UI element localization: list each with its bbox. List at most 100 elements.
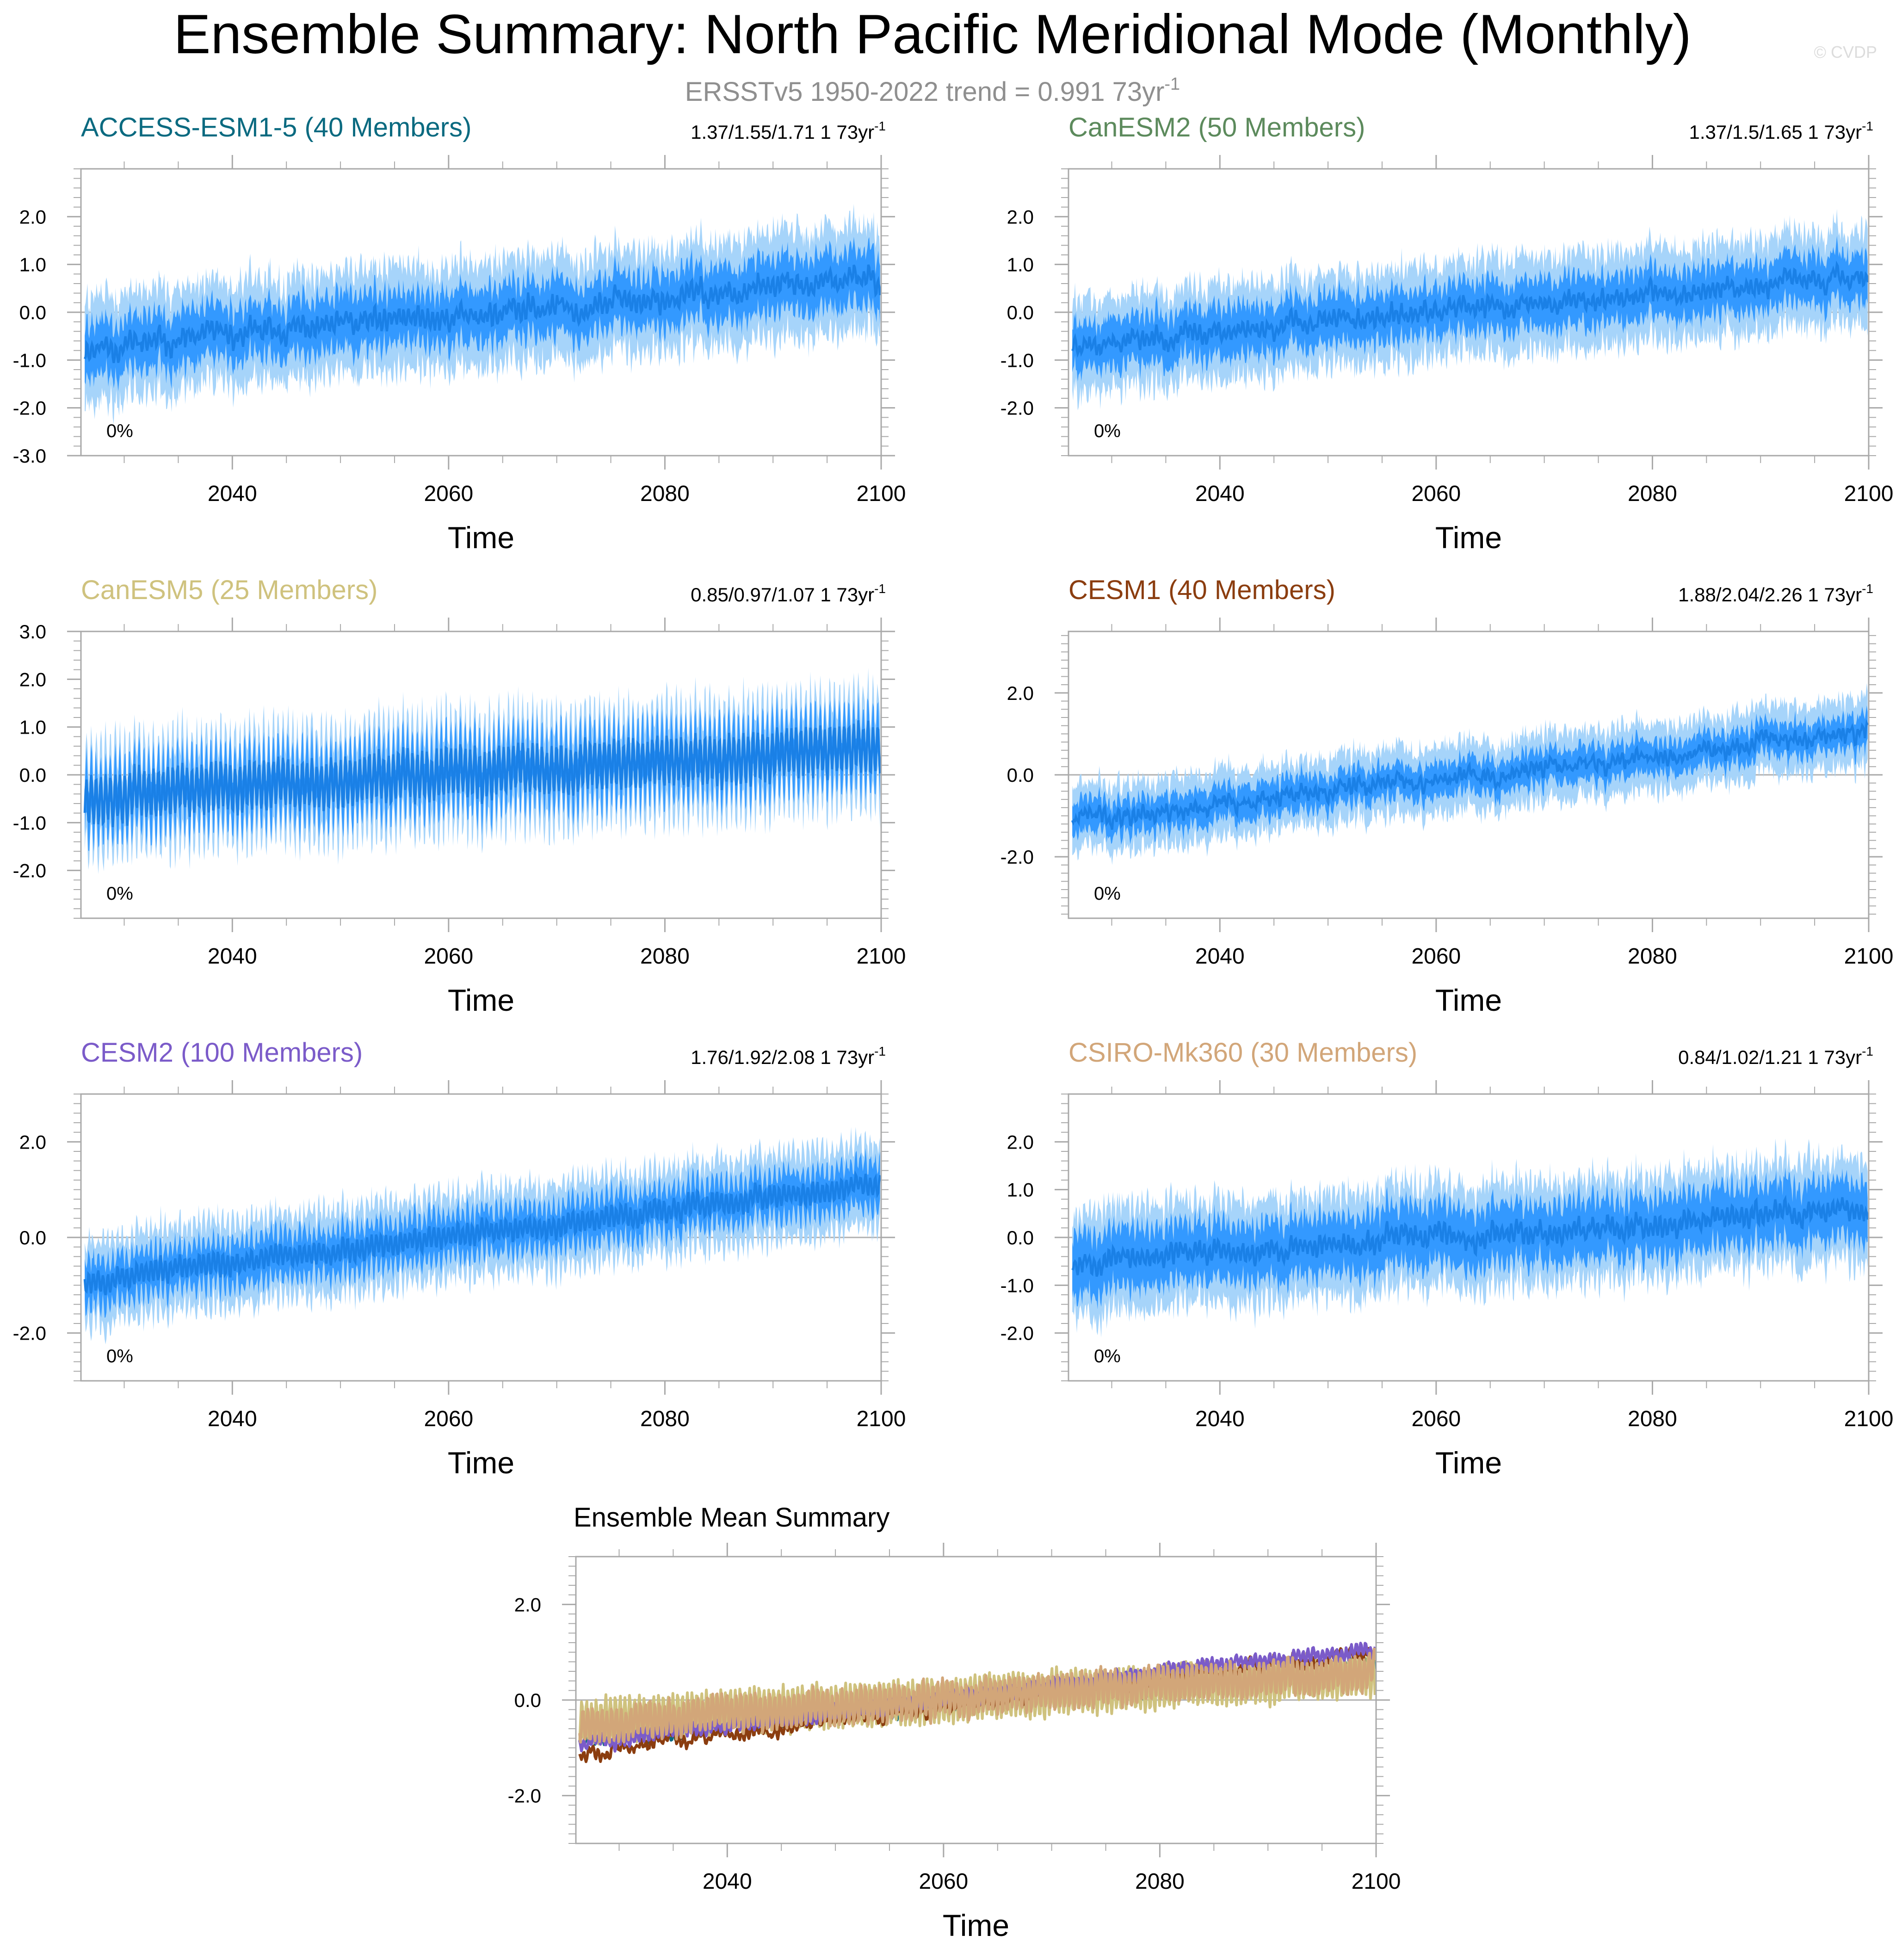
chart-title: CanESM2 (50 Members): [1068, 112, 1365, 142]
x-axis-label: Time: [1435, 1446, 1502, 1480]
figure-title: Ensemble Summary: North Pacific Meridion…: [173, 3, 1691, 65]
y-tick-label: 2.0: [19, 206, 46, 228]
y-tick-label: -2.0: [1000, 397, 1034, 419]
y-tick-label: 2.0: [1007, 1131, 1034, 1153]
y-tick-label: 1.0: [19, 717, 46, 738]
ensemble-median-line: [83, 1170, 881, 1296]
x-axis-label: Time: [1435, 983, 1502, 1017]
y-tick-label: -2.0: [1000, 846, 1034, 868]
x-axis-label: Time: [448, 1446, 514, 1480]
ensemble-median-line: [1071, 1194, 1869, 1277]
trend-stats-sup: -1: [874, 581, 886, 596]
y-tick-label: -2.0: [508, 1785, 541, 1807]
y-tick-label: 1.0: [1007, 1179, 1034, 1201]
y-tick-label: 0.0: [19, 764, 46, 786]
ensemble-median-line: [1071, 260, 1869, 358]
chart-title: CanESM5 (25 Members): [81, 575, 377, 605]
ensemble-iqr-band: [1072, 705, 1868, 845]
y-tick-label: 0.0: [1007, 1227, 1034, 1249]
y-tick-label: -3.0: [13, 445, 46, 467]
chart-panel-3: CanESM5 (25 Members) 0.85/0.97/1.07 1 73y…: [13, 575, 906, 1017]
x-tick-label: 2040: [208, 1407, 257, 1431]
percent-label: 0%: [1094, 421, 1121, 441]
figure-subtitle-sup: -1: [1164, 74, 1180, 94]
x-tick-label: 2040: [1195, 944, 1245, 969]
x-tick-label: 2100: [857, 944, 906, 969]
plot-data: [1071, 683, 1869, 865]
percent-label: 0%: [106, 421, 133, 441]
ensemble-median-line: [1071, 719, 1869, 830]
trend-stats: 0.85/0.97/1.07 1 73yr-1: [691, 581, 886, 606]
plot-data: [83, 204, 881, 424]
y-tick-label: 0.0: [514, 1689, 541, 1711]
x-tick-label: 2060: [1411, 482, 1461, 506]
x-tick-label: 2040: [208, 944, 257, 969]
trend-stats-sup: -1: [1862, 1044, 1873, 1058]
y-tick-label: -1.0: [13, 349, 46, 371]
plot-data: [83, 668, 881, 874]
trend-stats-text: 1.37/1.5/1.65 1 73yr: [1689, 121, 1862, 143]
x-tick-label: 2080: [640, 482, 690, 506]
x-tick-label: 2040: [1195, 1407, 1245, 1431]
trend-stats-text: 0.84/1.02/1.21 1 73yr: [1678, 1046, 1862, 1068]
trend-stats: 1.37/1.55/1.71 1 73yr-1: [691, 119, 886, 143]
x-tick-label: 2100: [1352, 1869, 1401, 1894]
y-tick-label: 0.0: [19, 1227, 46, 1249]
y-tick-label: -1.0: [13, 812, 46, 834]
y-tick-label: -2.0: [13, 397, 46, 419]
y-tick-label: 2.0: [19, 1131, 46, 1153]
chart-panel-4: CESM1 (40 Members) 1.88/2.04/2.26 1 73yr-…: [1000, 575, 1894, 1017]
y-tick-label: 0.0: [1007, 302, 1034, 323]
chart-panel-7: Ensemble Mean Summary 2.0 0.0 -2.0 2040 2060 2…: [508, 1502, 1401, 1942]
trend-stats-text: 0.85/0.97/1.07 1 73yr: [691, 584, 874, 606]
x-axis-label: Time: [448, 983, 514, 1017]
chart-title: Ensemble Mean Summary: [574, 1502, 889, 1533]
watermark: © CVDP: [1814, 43, 1877, 62]
x-axis-label: Time: [943, 1908, 1009, 1942]
chart-panel-1: ACCESS-ESM1-5 (40 Members) 1.37/1.55/1.71…: [13, 112, 906, 555]
chart-title: CESM1 (40 Members): [1068, 575, 1335, 605]
figure-subtitle: ERSSTv5 1950-2022 trend = 0.991 73yr-1: [685, 74, 1180, 107]
trend-stats: 1.88/2.04/2.26 1 73yr-1: [1678, 581, 1873, 606]
trend-stats: 1.76/1.92/2.08 1 73yr-1: [691, 1044, 886, 1068]
chart-title: ACCESS-ESM1-5 (40 Members): [81, 112, 471, 142]
y-tick-label: -2.0: [1000, 1323, 1034, 1344]
y-tick-label: 3.0: [19, 621, 46, 643]
y-tick-label: 1.0: [1007, 254, 1034, 276]
chart-panel-5: CESM2 (100 Members) 1.76/1.92/2.08 1 73yr…: [13, 1038, 906, 1480]
plot-data: [1071, 209, 1869, 410]
y-tick-label: 2.0: [19, 668, 46, 690]
trend-stats-text: 1.88/2.04/2.26 1 73yr: [1678, 584, 1862, 606]
ensemble-iqr-band: [85, 692, 880, 852]
figure-subtitle-text: ERSSTv5 1950-2022 trend = 0.991 73yr: [685, 77, 1165, 107]
x-axis-label: Time: [1435, 520, 1502, 555]
ensemble-median-line: [83, 720, 881, 828]
percent-label: 0%: [106, 884, 133, 904]
x-tick-label: 2040: [1195, 482, 1245, 506]
x-tick-label: 2060: [424, 482, 473, 506]
y-tick-label: 1.0: [19, 254, 46, 276]
y-tick-label: 0.0: [1007, 764, 1034, 786]
x-tick-label: 2060: [1411, 944, 1461, 969]
x-tick-label: 2100: [857, 482, 906, 506]
trend-stats: 0.84/1.02/1.21 1 73yr-1: [1678, 1044, 1873, 1068]
x-tick-label: 2080: [1628, 1407, 1677, 1431]
x-axis-label: Time: [448, 520, 514, 555]
trend-stats-sup: -1: [874, 1044, 886, 1058]
y-tick-label: 2.0: [1007, 206, 1034, 228]
chart-title: CESM2 (100 Members): [81, 1038, 363, 1068]
x-tick-label: 2100: [857, 1407, 906, 1431]
x-tick-label: 2060: [424, 944, 473, 969]
plot-data: [578, 1642, 1376, 1763]
trend-stats-sup: -1: [1862, 119, 1873, 133]
plot-data: [83, 1127, 881, 1345]
x-tick-label: 2060: [919, 1869, 968, 1894]
x-tick-label: 2060: [1411, 1407, 1461, 1431]
y-tick-label: 2.0: [1007, 682, 1034, 704]
x-tick-label: 2100: [1844, 1407, 1894, 1431]
percent-label: 0%: [106, 1346, 133, 1366]
chart-title: CSIRO-Mk360 (30 Members): [1068, 1038, 1417, 1068]
y-tick-label: 0.0: [19, 302, 46, 323]
ensemble-median-line: [83, 264, 881, 363]
y-tick-label: -1.0: [1000, 1274, 1034, 1296]
